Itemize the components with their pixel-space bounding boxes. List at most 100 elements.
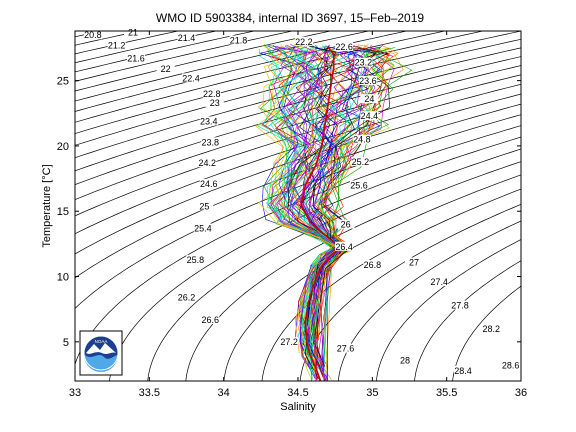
density-label: 26.8 [364, 260, 382, 270]
density-label-bg [335, 41, 354, 51]
x-tick-label: 33 [69, 387, 81, 399]
density-label: 25.8 [187, 255, 205, 265]
y-axis-label: Temperature [°C] [41, 164, 53, 247]
density-label-bg [201, 137, 220, 147]
density-contour [75, 31, 409, 112]
density-label: 22 [161, 64, 171, 74]
density-label: 23.6 [359, 76, 377, 86]
density-label-bg [294, 36, 313, 46]
density-contour [75, 38, 521, 159]
density-label-bg [430, 277, 449, 287]
density-label-bg [451, 300, 470, 310]
density-label-bg [351, 156, 370, 166]
density-label: 22.8 [203, 89, 221, 99]
density-contour [75, 31, 180, 55]
density-label-bg [181, 73, 200, 83]
density-label-bg [198, 158, 217, 168]
density-contour [337, 220, 521, 381]
density-label: 22.2 [295, 37, 313, 47]
density-label-bg [156, 64, 175, 74]
density-label: 28.6 [502, 361, 520, 371]
density-label: 23.4 [200, 116, 218, 126]
y-tick-label: 25 [57, 76, 69, 88]
x-axis-label: Salinity [280, 401, 316, 413]
density-label-bg [107, 40, 126, 50]
profile-line [276, 43, 335, 381]
density-label: 21.4 [178, 33, 196, 43]
profile-line [278, 48, 338, 369]
density-label: 22.4 [182, 73, 200, 83]
y-tick-label: 20 [57, 141, 69, 153]
density-label: 26.2 [178, 293, 196, 303]
density-label: 26.6 [202, 315, 220, 325]
density-label: 26 [341, 220, 351, 230]
y-tick-label: 15 [57, 206, 69, 218]
density-label: 20.8 [84, 30, 102, 40]
density-label: 28 [400, 355, 410, 365]
profile-line [305, 44, 366, 283]
density-contour [223, 174, 521, 381]
y-axis-ticks: 5 10 15 20 25 [57, 76, 521, 349]
density-label: 24.4 [361, 111, 379, 121]
density-contour [75, 83, 521, 235]
density-label: 21.6 [127, 54, 145, 64]
density-label-bg [186, 254, 205, 264]
density-label-bg [360, 94, 379, 104]
profile-line [265, 44, 334, 353]
density-label: 24.8 [353, 135, 371, 145]
y-tick-label: 5 [63, 337, 69, 349]
density-label-bg [202, 88, 221, 98]
density-contour [75, 31, 371, 102]
x-tick-label: 33.5 [139, 387, 160, 399]
density-label: 24.2 [199, 158, 217, 168]
density-label-bg [193, 223, 212, 233]
density-label-bg [177, 32, 196, 42]
density-label: 21 [128, 28, 138, 38]
density-contour [75, 31, 521, 146]
profile-lines [255, 43, 413, 381]
profile-line [287, 45, 355, 380]
density-contour [75, 65, 521, 201]
density-label: 25.4 [194, 224, 212, 234]
density-label: 27.8 [451, 301, 469, 311]
density-label-bg [354, 57, 373, 67]
profile-line [312, 48, 389, 367]
svg-text:NOAA: NOAA [95, 339, 108, 344]
density-contour [75, 31, 142, 46]
density-label: 27.4 [430, 277, 448, 287]
profile-line [281, 45, 342, 356]
density-label-bg [501, 360, 520, 370]
density-contours [75, 31, 521, 381]
density-label-bg [336, 343, 355, 353]
chart-title: WMO ID 5903384, internal ID 3697, 15–Feb… [156, 11, 424, 25]
density-label-bg [177, 292, 196, 302]
density-contour [75, 31, 485, 134]
density-label-bg [126, 53, 145, 63]
density-contour [75, 31, 295, 82]
density-contour [261, 188, 521, 381]
density-label-bg [83, 30, 102, 40]
mean-profile [300, 46, 343, 381]
density-contour [376, 239, 521, 381]
density-label: 21.8 [230, 35, 248, 45]
profile-line [258, 47, 337, 341]
density-contour [75, 31, 447, 123]
density-label: 21.2 [108, 41, 126, 51]
density-label-bg [280, 337, 299, 347]
density-label-bg [404, 257, 423, 267]
density-label: 24.6 [200, 179, 218, 189]
density-label: 27 [409, 257, 419, 267]
profile-line [290, 48, 337, 381]
profile-line [287, 45, 342, 379]
y-tick-label: 10 [57, 272, 69, 284]
density-label-bg [352, 134, 371, 144]
profile-line [309, 47, 395, 343]
density-contour [414, 260, 521, 381]
density-label: 27.6 [337, 344, 355, 354]
density-label-bg [123, 27, 142, 37]
density-contour [75, 103, 521, 279]
density-contour [75, 31, 218, 64]
profile-line [269, 45, 334, 368]
